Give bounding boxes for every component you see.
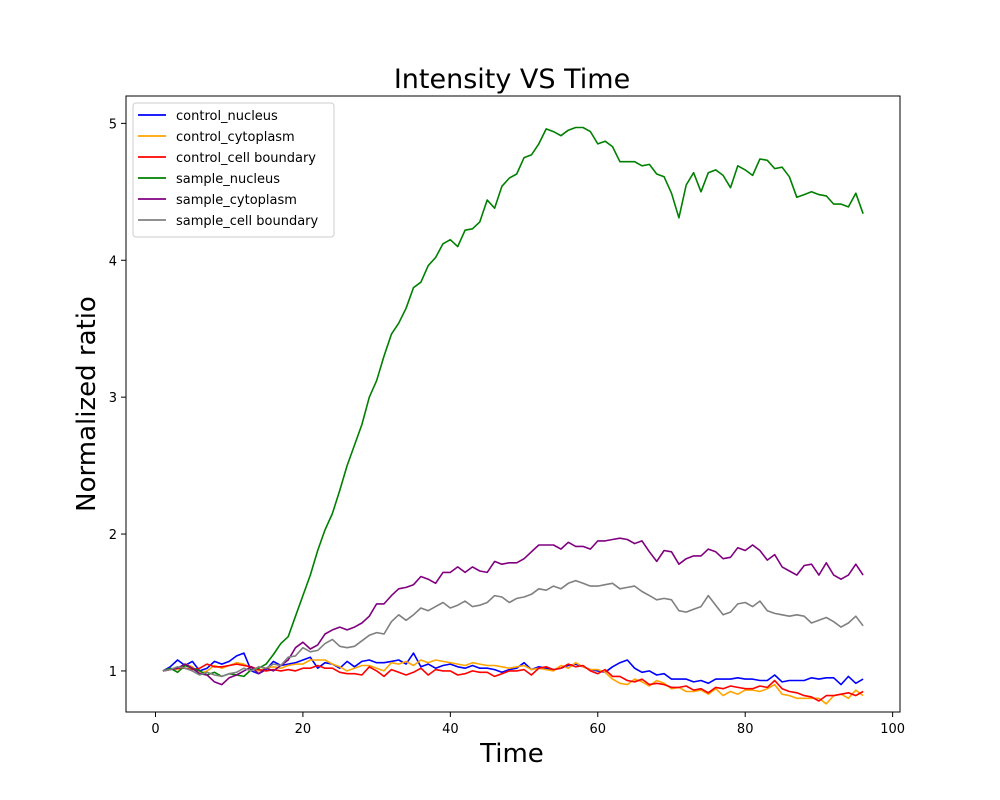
y-tick-label: 4 [109, 254, 117, 269]
legend-label-sample-cytoplasm: sample_cytoplasm [176, 193, 297, 208]
y-axis-label: Normalized ratio [72, 296, 102, 512]
y-tick-label: 1 [109, 665, 117, 680]
legend-label-control-cell-boundary: control_cell boundary [176, 151, 316, 166]
legend-label-control-cytoplasm: control_cytoplasm [176, 130, 295, 145]
y-tick-label: 3 [109, 391, 117, 406]
legend-label-sample-cell-boundary: sample_cell boundary [176, 214, 319, 229]
x-tick-label: 80 [737, 722, 754, 737]
series-line-control-cell-boundary [162, 663, 864, 702]
legend: control_nucleus control_cytoplasm control_… [132, 102, 335, 238]
series-line-sample-nucleus [162, 126, 864, 678]
plot-area [162, 126, 864, 705]
legend-label-sample-nucleus: sample_nucleus [176, 172, 280, 187]
series-line-sample-cell-boundary [162, 579, 864, 678]
chart-title: Intensity VS Time [394, 64, 630, 95]
x-axis-label: Time [479, 739, 544, 769]
series-line-control-cytoplasm [162, 659, 864, 705]
legend-label-control-nucleus: control_nucleus [176, 109, 278, 124]
axes: 0 20 40 60 80 100 1 2 3 4 5 [109, 95, 905, 737]
legend-box [132, 102, 335, 238]
y-tick-label: 5 [109, 117, 117, 132]
x-tick-label: 20 [295, 722, 312, 737]
x-tick-label: 100 [880, 722, 905, 737]
x-tick-label: 0 [151, 722, 159, 737]
y-tick-label: 2 [109, 528, 117, 543]
series-line-sample-cytoplasm [162, 537, 864, 686]
plot-frame [125, 95, 901, 713]
x-tick-label: 40 [442, 722, 459, 737]
x-tick-label: 60 [589, 722, 606, 737]
